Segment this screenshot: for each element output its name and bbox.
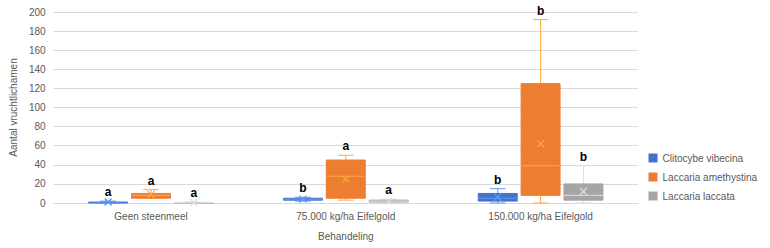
svg-text:b: b: [299, 181, 306, 195]
svg-text:160: 160: [29, 45, 46, 56]
svg-text:20: 20: [34, 178, 46, 189]
svg-text:180: 180: [29, 26, 46, 37]
svg-text:Aantal vruchtlichamen: Aantal vruchtlichamen: [8, 58, 19, 156]
svg-text:a: a: [191, 186, 198, 200]
svg-text:Laccaria laccata: Laccaria laccata: [663, 191, 736, 202]
svg-text:a: a: [105, 185, 112, 199]
svg-text:b: b: [580, 150, 587, 164]
svg-text:b: b: [537, 4, 544, 18]
svg-text:75.000 kg/ha Eifelgold: 75.000 kg/ha Eifelgold: [296, 211, 395, 222]
svg-text:0: 0: [40, 198, 46, 209]
svg-text:Geen steenmeel: Geen steenmeel: [114, 211, 187, 222]
svg-text:a: a: [148, 174, 155, 188]
svg-text:200: 200: [29, 7, 46, 18]
svg-text:140: 140: [29, 64, 46, 75]
svg-text:Behandeling: Behandeling: [318, 231, 374, 242]
svg-text:a: a: [342, 139, 349, 153]
svg-text:120: 120: [29, 83, 46, 94]
svg-text:a: a: [385, 183, 392, 197]
svg-text:Clitocybe vibecina: Clitocybe vibecina: [663, 153, 744, 164]
svg-text:80: 80: [34, 121, 46, 132]
svg-text:100: 100: [29, 102, 46, 113]
svg-text:Laccaria amethystina: Laccaria amethystina: [663, 172, 758, 183]
svg-text:60: 60: [34, 140, 46, 151]
svg-text:b: b: [494, 173, 501, 187]
svg-text:40: 40: [34, 159, 46, 170]
svg-text:150.000 kg/ha Eifelgold: 150.000 kg/ha Eifelgold: [488, 211, 593, 222]
